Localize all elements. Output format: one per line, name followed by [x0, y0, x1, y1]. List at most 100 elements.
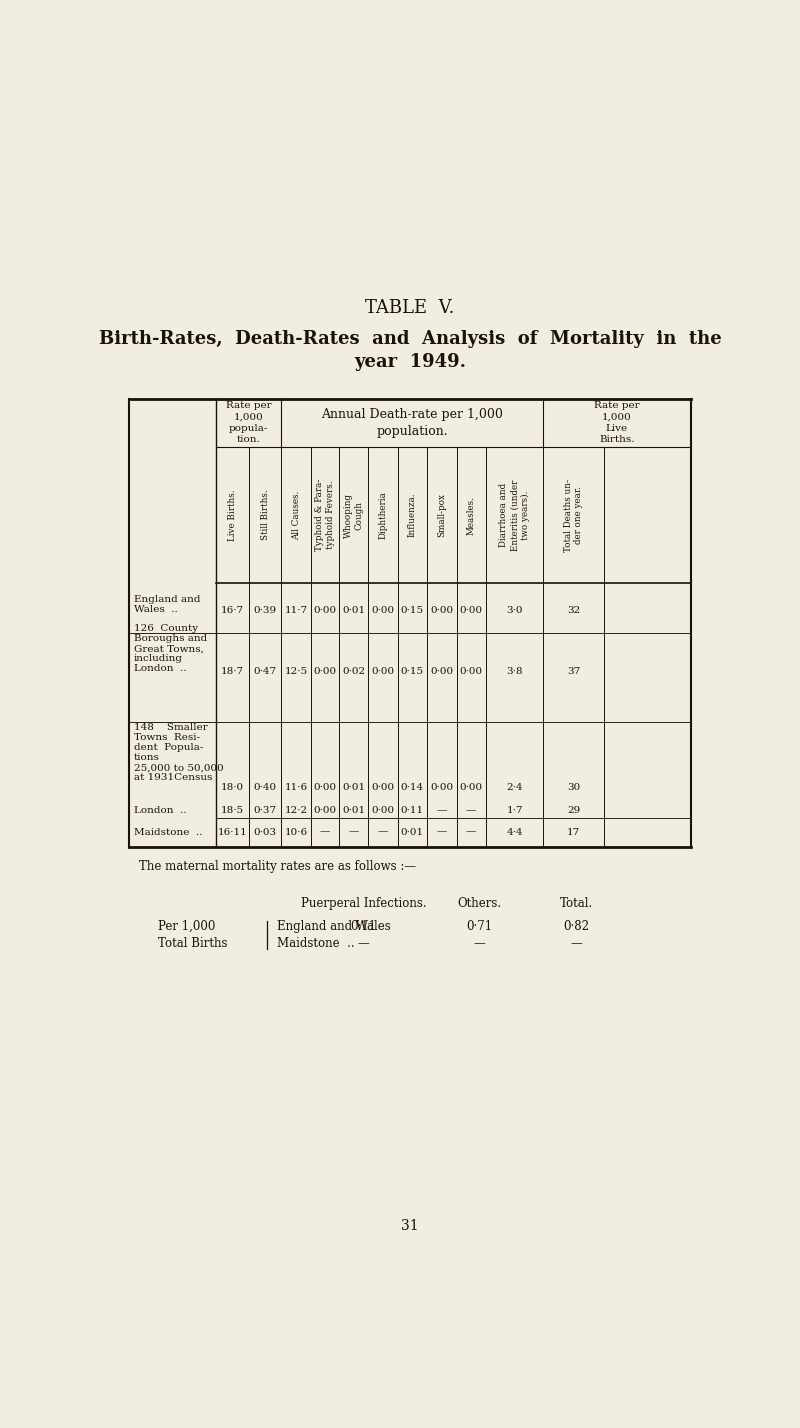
Text: Total Deaths un-
der one year.: Total Deaths un- der one year. — [564, 478, 583, 551]
Text: Maidstone  ..: Maidstone .. — [277, 937, 354, 950]
Text: 0·14: 0·14 — [401, 783, 424, 793]
Text: Others.: Others. — [458, 897, 502, 910]
Text: 0·00: 0·00 — [430, 783, 454, 793]
Text: 148    Smaller: 148 Smaller — [134, 723, 208, 733]
Text: 0·00: 0·00 — [371, 783, 394, 793]
Text: 0·15: 0·15 — [401, 667, 424, 677]
Text: 0·02: 0·02 — [342, 667, 366, 677]
Text: 0·00: 0·00 — [430, 667, 454, 677]
Text: 0·00: 0·00 — [430, 605, 454, 615]
Text: London  ..: London .. — [134, 664, 186, 673]
Text: Typhoid & Para-
typhoid Fevers.: Typhoid & Para- typhoid Fevers. — [315, 478, 335, 551]
Text: 0·01: 0·01 — [342, 783, 366, 793]
Text: Puerperal Infections.: Puerperal Infections. — [301, 897, 426, 910]
Text: 0·00: 0·00 — [371, 667, 394, 677]
Text: 3·8: 3·8 — [506, 667, 523, 677]
Text: Total.: Total. — [560, 897, 594, 910]
Text: Whooping
Cough: Whooping Cough — [344, 493, 364, 538]
Text: Influenza.: Influenza. — [408, 493, 417, 537]
Text: 0·00: 0·00 — [371, 605, 394, 615]
Text: 1·7: 1·7 — [506, 805, 523, 815]
Text: Per 1,000: Per 1,000 — [158, 920, 215, 934]
Text: 10·6: 10·6 — [285, 827, 308, 837]
Text: 0·82: 0·82 — [564, 920, 590, 934]
Text: Still Births.: Still Births. — [261, 490, 270, 540]
Text: 0·01: 0·01 — [401, 827, 424, 837]
Text: 32: 32 — [567, 605, 580, 615]
Text: 0·01: 0·01 — [342, 605, 366, 615]
Text: 3·0: 3·0 — [506, 605, 523, 615]
Text: England and Wales: England and Wales — [277, 920, 390, 934]
Text: Live Births.: Live Births. — [228, 490, 237, 541]
Text: Maidstone  ..: Maidstone .. — [134, 827, 202, 837]
Text: 11·6: 11·6 — [285, 783, 308, 793]
Text: 0·00: 0·00 — [314, 667, 337, 677]
Text: including: including — [134, 654, 183, 663]
Text: Boroughs and: Boroughs and — [134, 634, 207, 643]
Text: 12·5: 12·5 — [285, 667, 308, 677]
Text: 4·4: 4·4 — [506, 827, 523, 837]
Text: 18·5: 18·5 — [221, 805, 244, 815]
Text: 25,000 to 50,000: 25,000 to 50,000 — [134, 763, 224, 773]
Text: 0·71: 0·71 — [466, 920, 493, 934]
Text: Measles.: Measles. — [466, 496, 476, 534]
Text: —: — — [349, 827, 359, 837]
Text: 18·0: 18·0 — [221, 783, 244, 793]
Text: Wales  ..: Wales .. — [134, 605, 178, 614]
Text: Rate per
1,000
popula-
tion.: Rate per 1,000 popula- tion. — [226, 401, 272, 444]
Text: Diphtheria: Diphtheria — [378, 491, 387, 540]
Text: TABLE  V.: TABLE V. — [366, 300, 454, 317]
Text: 0·37: 0·37 — [254, 805, 277, 815]
Text: Rate per
1,000
Live
Births.: Rate per 1,000 Live Births. — [594, 401, 640, 444]
Text: 30: 30 — [567, 783, 580, 793]
Text: All Causes.: All Causes. — [291, 491, 301, 540]
Text: 0·00: 0·00 — [314, 783, 337, 793]
Text: —: — — [437, 827, 447, 837]
Text: Great Towns,: Great Towns, — [134, 644, 204, 653]
Text: 16·7: 16·7 — [221, 605, 244, 615]
Text: 16·11: 16·11 — [218, 827, 247, 837]
Text: 0·40: 0·40 — [254, 783, 277, 793]
Text: 11·7: 11·7 — [285, 605, 308, 615]
Text: Total Births: Total Births — [158, 937, 228, 950]
Text: —: — — [320, 827, 330, 837]
Text: —: — — [474, 937, 486, 950]
Text: —: — — [466, 805, 477, 815]
Text: London  ..: London .. — [134, 805, 186, 815]
Text: 29: 29 — [567, 805, 580, 815]
Text: Diarrhoea and
Enteritis (under
two years).: Diarrhoea and Enteritis (under two years… — [499, 480, 530, 551]
Text: 0·47: 0·47 — [254, 667, 277, 677]
Text: 0·00: 0·00 — [460, 667, 482, 677]
Text: —: — — [378, 827, 388, 837]
Text: —: — — [358, 937, 370, 950]
Text: 0·03: 0·03 — [254, 827, 277, 837]
Text: 12·2: 12·2 — [285, 805, 308, 815]
Text: dent  Popula-: dent Popula- — [134, 743, 203, 753]
Text: Small-pox: Small-pox — [438, 493, 446, 537]
Text: 0·11: 0·11 — [401, 805, 424, 815]
Text: —: — — [437, 805, 447, 815]
Text: —: — — [466, 827, 477, 837]
Text: 0·01: 0·01 — [342, 805, 366, 815]
Text: 0·39: 0·39 — [254, 605, 277, 615]
Text: The maternal mortality rates are as follows :—: The maternal mortality rates are as foll… — [138, 860, 416, 873]
Text: England and: England and — [134, 595, 201, 604]
Text: 31: 31 — [401, 1220, 419, 1234]
Text: 0·11: 0·11 — [350, 920, 377, 934]
Text: 18·7: 18·7 — [221, 667, 244, 677]
Text: 37: 37 — [567, 667, 580, 677]
Text: 0·00: 0·00 — [314, 605, 337, 615]
Text: —: — — [570, 937, 582, 950]
Text: Birth-Rates,  Death-Rates  and  Analysis  of  Mortality  in  the: Birth-Rates, Death-Rates and Analysis of… — [98, 330, 722, 348]
Text: tions: tions — [134, 753, 160, 763]
Text: 0·00: 0·00 — [460, 605, 482, 615]
Text: 0·15: 0·15 — [401, 605, 424, 615]
Text: 126  County: 126 County — [134, 624, 198, 633]
Text: 17: 17 — [567, 827, 580, 837]
Text: Annual Death-rate per 1,000
population.: Annual Death-rate per 1,000 population. — [322, 408, 503, 438]
Text: Towns  Resi-: Towns Resi- — [134, 733, 200, 743]
Text: at 1931Census: at 1931Census — [134, 773, 213, 783]
Text: 2·4: 2·4 — [506, 783, 523, 793]
Text: year  1949.: year 1949. — [354, 353, 466, 371]
Text: 0·00: 0·00 — [314, 805, 337, 815]
